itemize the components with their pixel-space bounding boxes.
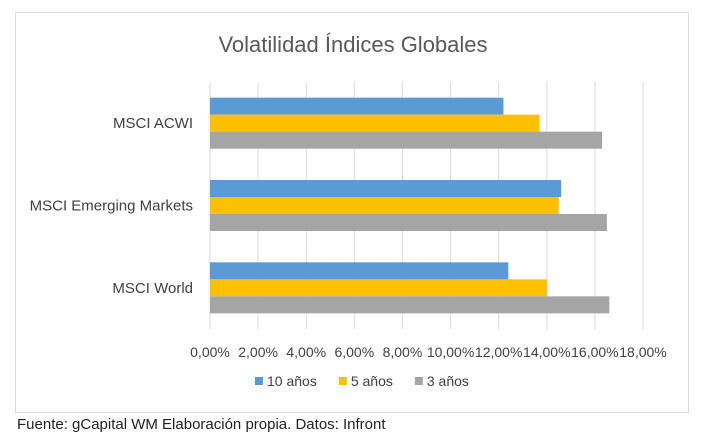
source-note: Fuente: gCapital WM Elaboración propia. …	[17, 416, 386, 433]
y-category-label: MSCI World	[112, 280, 193, 297]
x-tick-label: 4,00%	[286, 344, 326, 360]
bar-5-años-3	[210, 279, 547, 297]
bar-3-años-3	[210, 296, 610, 314]
legend-swatch	[338, 377, 347, 385]
chart-title: Volatilidad Índices Globales	[218, 32, 487, 57]
legend-label: 10 años	[267, 373, 317, 389]
x-tick-label: 14,00%	[523, 344, 570, 360]
legend-swatch	[255, 377, 263, 385]
bar-3-años-2	[210, 214, 607, 231]
x-tick-label: 12,00%	[475, 344, 522, 360]
bar-5-años-2	[210, 197, 559, 214]
x-tick-label: 0,00%	[190, 344, 230, 360]
bar-3-años-1	[210, 131, 603, 149]
bar-10-años-2	[210, 180, 562, 197]
x-tick-label: 18,00%	[619, 344, 666, 360]
legend-swatch	[414, 377, 423, 385]
y-category-label: MSCI ACWI	[113, 115, 193, 132]
y-category-label: MSCI Emerging Markets	[30, 198, 193, 215]
legend-label: 5 años	[351, 373, 393, 389]
bar-10-años-3	[210, 262, 509, 280]
x-tick-label: 2,00%	[238, 344, 278, 360]
x-tick-label: 8,00%	[383, 344, 423, 360]
x-tick-label: 6,00%	[334, 344, 374, 360]
bar-5-años-1	[210, 114, 540, 132]
bar-10-años-1	[210, 97, 504, 115]
x-tick-label: 10,00%	[427, 344, 474, 360]
x-tick-label: 16,00%	[571, 344, 618, 360]
legend-label: 3 años	[427, 373, 469, 389]
